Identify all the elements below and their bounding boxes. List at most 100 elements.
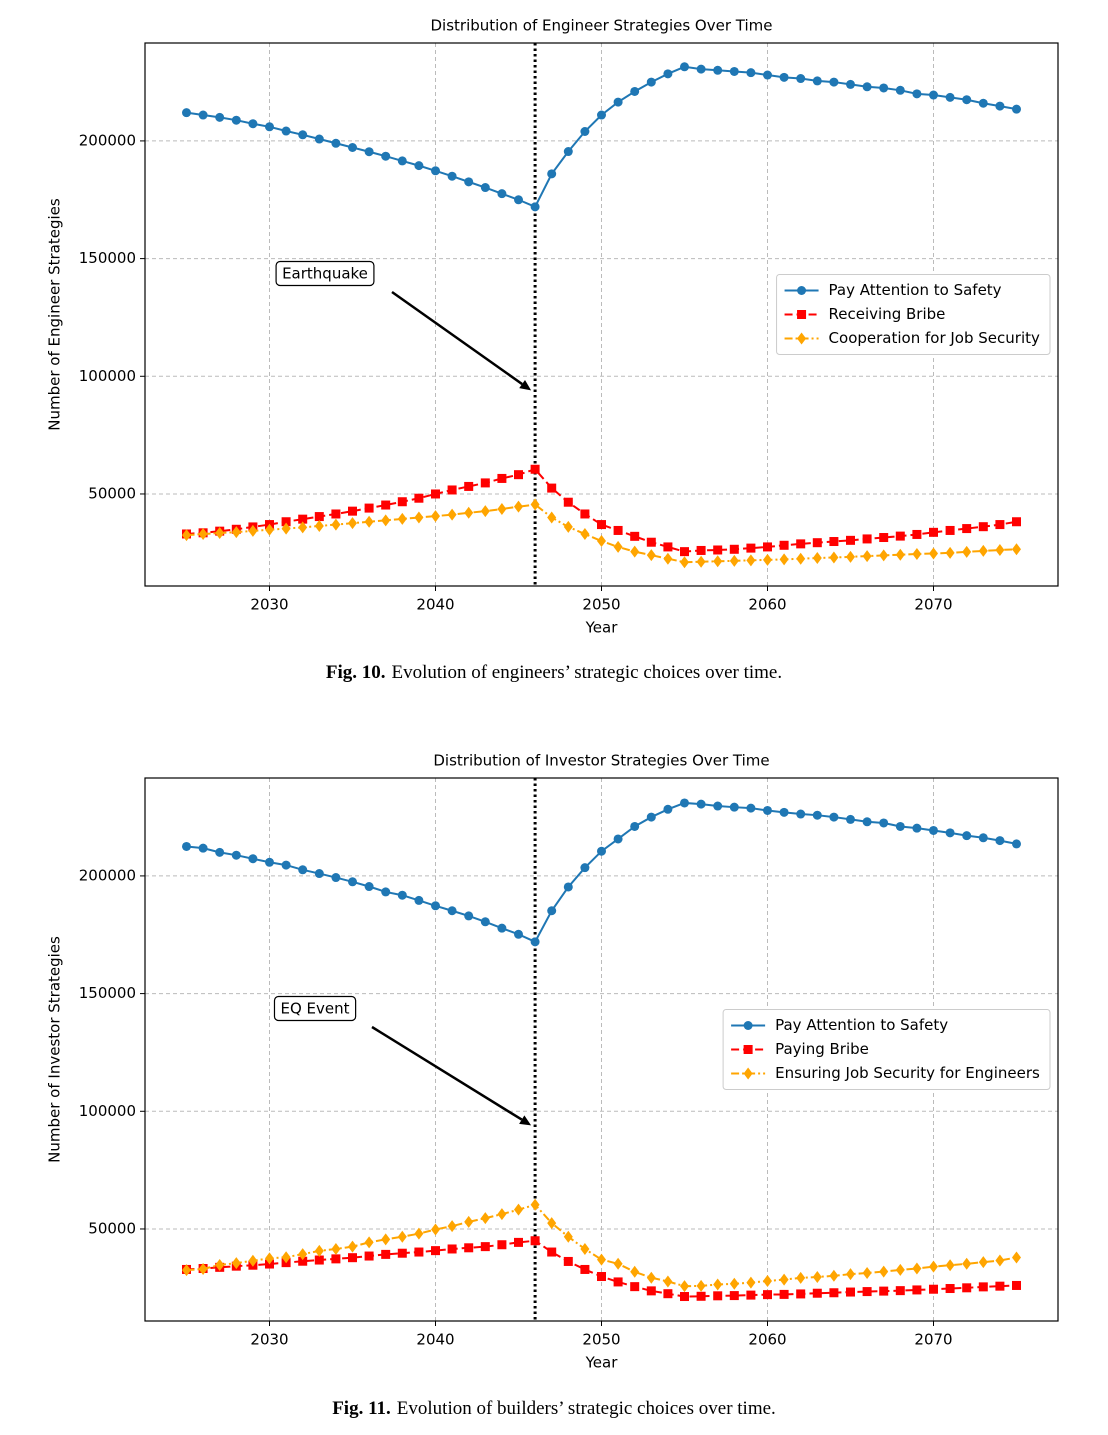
marker <box>231 850 241 860</box>
marker <box>182 1264 191 1277</box>
marker <box>729 1277 739 1290</box>
x-tick-label: 2050 <box>582 596 620 614</box>
marker <box>613 1277 623 1287</box>
marker <box>447 508 457 521</box>
marker <box>265 857 274 867</box>
marker <box>879 1286 889 1296</box>
marker <box>796 539 806 549</box>
x-tick-label: 2070 <box>914 1331 952 1349</box>
marker <box>1012 517 1021 527</box>
marker <box>646 812 656 822</box>
marker <box>580 863 590 873</box>
marker <box>298 521 308 534</box>
series-line <box>186 1203 1017 1288</box>
annotation-text: Earthquake <box>282 265 368 283</box>
marker <box>431 1223 440 1236</box>
marker <box>348 1253 357 1263</box>
marker <box>248 1254 258 1267</box>
marker <box>497 1208 507 1221</box>
plot-frame <box>144 777 1059 1322</box>
marker <box>464 1215 474 1228</box>
y-tick-label: 150000 <box>79 249 136 267</box>
marker <box>829 551 839 564</box>
marker <box>763 553 772 566</box>
series <box>182 1198 1021 1293</box>
marker <box>281 126 291 136</box>
marker <box>829 77 839 87</box>
marker <box>597 110 606 120</box>
caption: Fig. 10. Evolution of engineers’ strategi… <box>326 662 782 683</box>
legend-label: Ensuring Job Security for Engineers <box>775 1064 1040 1082</box>
marker <box>646 1271 656 1284</box>
marker <box>713 555 723 568</box>
marker <box>231 1257 241 1270</box>
arrow-head <box>519 379 532 391</box>
plot-frame <box>144 42 1059 587</box>
marker <box>198 843 208 853</box>
marker <box>978 833 988 843</box>
y-tick-label: 50000 <box>88 1219 136 1237</box>
marker <box>248 524 258 537</box>
marker <box>563 1230 573 1243</box>
marker <box>680 1280 689 1293</box>
marker <box>348 517 357 530</box>
legend-label: Cooperation for Job Security <box>829 329 1040 347</box>
marker <box>929 1260 938 1273</box>
marker <box>630 821 640 831</box>
x-tick-label: 2060 <box>748 596 786 614</box>
marker <box>530 937 540 947</box>
marker <box>680 798 689 808</box>
marker <box>995 836 1005 846</box>
legend-marker <box>743 1067 753 1080</box>
marker <box>597 1272 606 1282</box>
marker <box>464 1243 474 1253</box>
marker <box>779 1273 789 1286</box>
marker <box>281 860 291 870</box>
marker <box>962 95 972 105</box>
marker <box>630 545 640 558</box>
marker <box>995 520 1005 530</box>
marker <box>314 869 324 879</box>
marker <box>696 799 706 809</box>
marker <box>464 911 474 921</box>
caption-text: Evolution of builders’ strategic choices… <box>397 1398 776 1419</box>
marker <box>895 1263 905 1276</box>
marker <box>763 1290 772 1300</box>
marker <box>895 1286 905 1296</box>
marker <box>281 1251 291 1264</box>
marker <box>729 544 739 554</box>
marker <box>945 828 955 838</box>
marker <box>348 877 357 887</box>
marker <box>298 130 308 140</box>
marker <box>746 803 756 813</box>
marker <box>414 493 424 503</box>
marker <box>530 1198 540 1211</box>
marker <box>331 138 341 148</box>
marker <box>879 1265 889 1278</box>
x-axis-label: Year <box>585 1354 619 1372</box>
marker <box>812 551 822 564</box>
legend: Pay Attention to Safety Receiving Bribe Co… <box>776 274 1051 355</box>
legend-marker <box>797 332 807 345</box>
annotation-text: EQ Event <box>280 1000 349 1018</box>
marker <box>962 1283 972 1293</box>
series <box>182 62 1021 212</box>
legend-marker <box>743 1045 753 1054</box>
caption-text: Evolution of engineers’ strategic choice… <box>392 662 783 683</box>
legend-marker <box>797 286 807 295</box>
marker <box>846 1287 855 1297</box>
marker <box>464 481 474 491</box>
marker <box>713 1291 723 1301</box>
marker <box>696 555 706 568</box>
x-tick-label: 2040 <box>416 1331 454 1349</box>
marker <box>414 1227 424 1240</box>
marker <box>1012 1251 1021 1264</box>
marker <box>895 85 905 95</box>
marker <box>729 554 739 567</box>
marker <box>580 126 590 136</box>
x-tick-label: 2070 <box>914 596 952 614</box>
marker <box>182 841 191 851</box>
marker <box>381 887 391 897</box>
marker <box>563 882 573 892</box>
marker <box>646 77 656 87</box>
